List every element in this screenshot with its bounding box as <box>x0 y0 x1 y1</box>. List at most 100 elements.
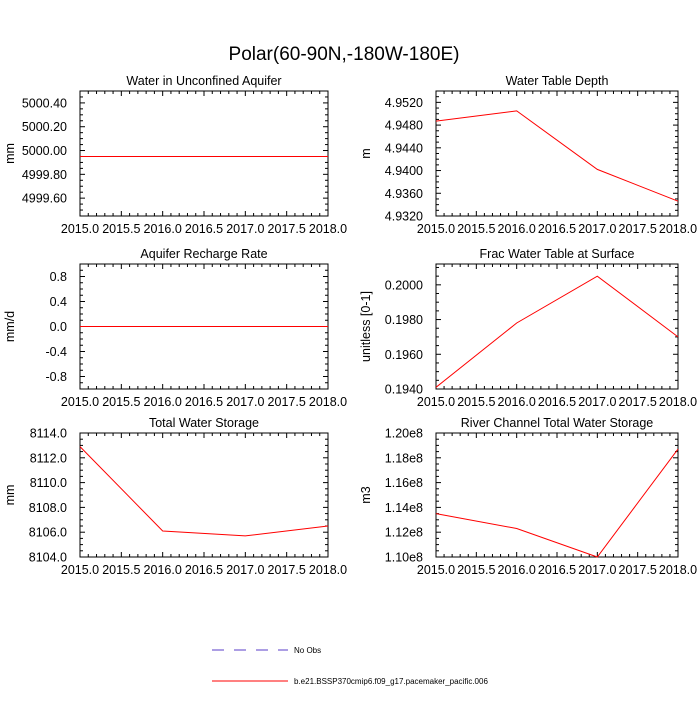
x-tick-label: 2018.0 <box>309 222 347 236</box>
series-line <box>79 446 329 537</box>
x-tick-label: 2015.0 <box>417 222 455 236</box>
x-tick-label: 2016.0 <box>498 395 536 409</box>
plot-frame <box>435 432 679 558</box>
x-tick-label: 2018.0 <box>659 563 697 577</box>
y-tick-label: 4.9400 <box>385 164 423 178</box>
x-tick-label: 2017.5 <box>268 222 306 236</box>
y-axis-label: mm/d <box>3 311 17 342</box>
plot-frame <box>435 263 679 390</box>
panel-recharge-rate: Aquifer Recharge Rate mm/d 2015.0 2015.5 201… <box>3 247 347 409</box>
x-tick-label: 2015.0 <box>61 222 99 236</box>
legend-label-no-obs: No Obs <box>294 646 321 655</box>
y-tick-label: 4.9520 <box>385 96 423 110</box>
x-tick-label: 2016.5 <box>185 395 223 409</box>
x-tick-label: 2016.0 <box>498 563 536 577</box>
y-tick-label: 8108.0 <box>29 501 67 515</box>
x-tick-label: 2015.5 <box>457 222 495 236</box>
figure-title: Polar(60-90N,-180W-180E) <box>229 44 460 65</box>
x-tick-label: 2017.5 <box>619 563 657 577</box>
y-tick-label: 0.1980 <box>385 313 423 327</box>
x-tick-label: 2015.5 <box>457 563 495 577</box>
x-tick-label: 2017.5 <box>619 222 657 236</box>
x-tick-label: 2018.0 <box>659 222 697 236</box>
x-tick-label: 2015.5 <box>102 395 140 409</box>
x-tick-label: 2017.0 <box>226 563 264 577</box>
y-axis-label: m <box>359 148 373 158</box>
series-line <box>435 448 679 558</box>
y-tick-label: 4.9480 <box>385 119 423 133</box>
plot-frame <box>435 90 679 217</box>
y-tick-label: 0.1960 <box>385 348 423 362</box>
y-tick-label: -0.4 <box>45 345 67 359</box>
x-tick-label: 2016.5 <box>185 563 223 577</box>
y-tick-label: 4.9440 <box>385 141 423 155</box>
y-tick-label: 8112.0 <box>30 451 67 465</box>
panel-title: River Channel Total Water Storage <box>461 416 654 430</box>
panel-title: Water Table Depth <box>506 74 609 88</box>
x-tick-label: 2016.0 <box>144 222 182 236</box>
x-tick-label: 2017.0 <box>226 222 264 236</box>
x-tick-label: 2015.0 <box>61 395 99 409</box>
x-tick-label: 2016.0 <box>144 395 182 409</box>
legend: No Obs b.e21.BSSP370cmip6.f09_g17.pacema… <box>212 646 488 686</box>
y-tick-label: 4.9320 <box>385 210 423 224</box>
x-tick-label: 2016.0 <box>144 563 182 577</box>
y-axis-label: m3 <box>359 486 373 503</box>
panel-title: Total Water Storage <box>149 416 259 430</box>
y-tick-label: 0.4 <box>50 295 67 309</box>
y-tick-label: 8104.0 <box>29 551 67 565</box>
y-axis-label: mm <box>3 143 17 164</box>
x-tick-label: 2017.0 <box>578 563 616 577</box>
y-tick-label: 5000.40 <box>22 96 67 110</box>
y-tick-label: 1.18e8 <box>385 451 423 465</box>
x-tick-label: 2016.0 <box>498 222 536 236</box>
y-axis-label: unitless [0-1] <box>359 291 373 362</box>
x-tick-label: 2016.5 <box>538 222 576 236</box>
x-tick-label: 2016.5 <box>185 222 223 236</box>
y-tick-label: 1.10e8 <box>385 551 423 565</box>
legend-label-model-run: b.e21.BSSP370cmip6.f09_g17.pacemaker_pac… <box>294 677 488 686</box>
y-tick-label: 4999.80 <box>22 168 67 182</box>
y-tick-label: 1.14e8 <box>385 501 423 515</box>
plot-frame <box>79 432 329 558</box>
y-tick-label: 1.20e8 <box>385 427 423 441</box>
y-tick-label: 0.0 <box>50 320 67 334</box>
x-tick-label: 2015.5 <box>457 395 495 409</box>
x-tick-label: 2017.5 <box>268 563 306 577</box>
y-tick-label: 1.16e8 <box>385 476 423 490</box>
y-tick-label: 8106.0 <box>29 526 67 540</box>
x-tick-label: 2018.0 <box>659 395 697 409</box>
y-tick-label: 4999.60 <box>22 192 67 206</box>
y-tick-label: 8114.0 <box>30 427 67 441</box>
x-tick-label: 2017.5 <box>268 395 306 409</box>
x-tick-label: 2017.5 <box>619 395 657 409</box>
series-line <box>435 275 679 388</box>
y-tick-label: 0.2000 <box>385 278 423 292</box>
y-tick-label: 5000.20 <box>22 120 67 134</box>
y-axis-label: mm <box>3 485 17 506</box>
y-tick-label: 0.1940 <box>385 383 423 397</box>
panel-title: Water in Unconfined Aquifer <box>126 74 281 88</box>
y-tick-label: 4.9360 <box>385 187 423 201</box>
series-line <box>435 110 679 202</box>
plot-frame <box>79 90 329 217</box>
y-tick-label: 5000.00 <box>22 144 67 158</box>
panel-aquifer-water: Water in Unconfined Aquifer mm 2015.0 2015.… <box>3 74 347 236</box>
y-tick-label: -0.8 <box>45 370 67 384</box>
x-tick-label: 2017.0 <box>578 222 616 236</box>
y-tick-label: 0.8 <box>50 270 67 284</box>
panel-water-table-depth: Water Table Depth m 2015.0 2015.5 2016.0 2016… <box>359 74 697 236</box>
x-tick-label: 2015.5 <box>102 222 140 236</box>
y-tick-label: 1.12e8 <box>385 526 423 540</box>
panel-river-channel-storage: River Channel Total Water Storage m3 2015.… <box>359 416 697 577</box>
x-tick-label: 2016.5 <box>538 563 576 577</box>
panel-title: Frac Water Table at Surface <box>480 247 635 261</box>
x-tick-label: 2015.0 <box>417 395 455 409</box>
x-tick-label: 2015.0 <box>61 563 99 577</box>
x-tick-label: 2017.0 <box>226 395 264 409</box>
x-tick-label: 2015.0 <box>417 563 455 577</box>
x-tick-label: 2018.0 <box>309 563 347 577</box>
